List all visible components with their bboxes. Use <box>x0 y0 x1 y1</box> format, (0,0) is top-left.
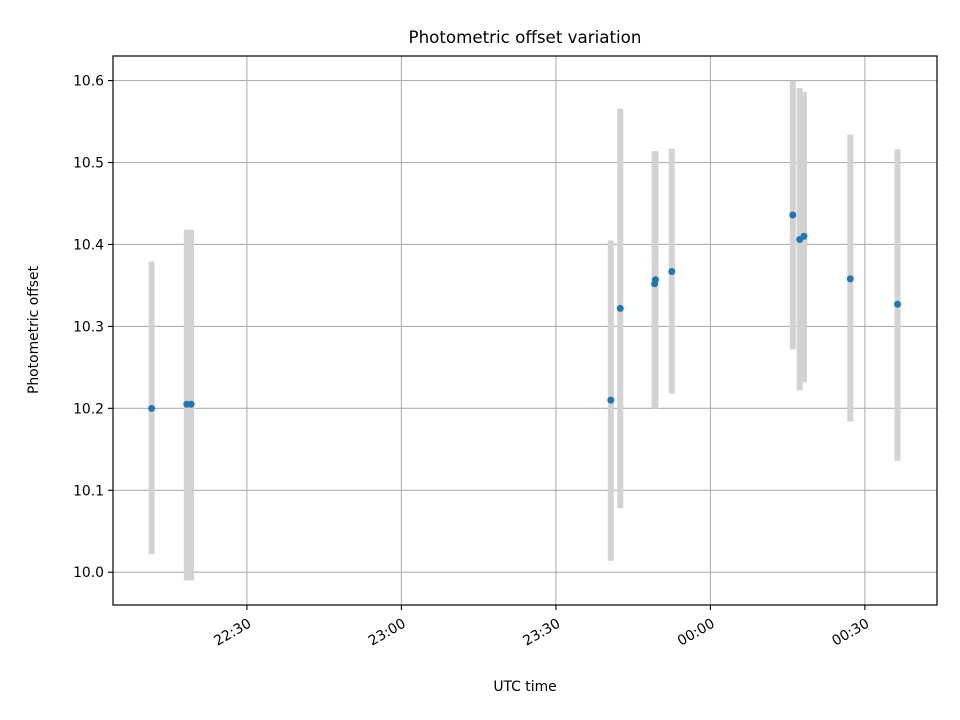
data-point <box>616 304 624 312</box>
x-tick-label: 00:30 <box>829 616 872 650</box>
y-tick-label: 10.2 <box>73 401 104 417</box>
x-tick-label: 23:30 <box>520 616 563 650</box>
x-axis-ticks: 22:30 23:00 23:30 00:00 00:30 <box>211 605 872 650</box>
x-tick-label: 22:30 <box>211 616 254 650</box>
data-points <box>148 211 902 412</box>
y-tick-label: 10.3 <box>73 319 104 335</box>
data-point <box>846 275 854 283</box>
grid-lines <box>113 56 937 605</box>
data-point <box>789 211 797 219</box>
y-tick-label: 10.4 <box>73 237 104 253</box>
data-point <box>148 404 156 412</box>
data-point <box>800 232 808 240</box>
y-tick-label: 10.5 <box>73 156 104 172</box>
error-bars <box>148 80 901 581</box>
data-point <box>894 300 902 308</box>
x-axis-label: UTC time <box>493 679 556 695</box>
y-tick-label: 10.6 <box>73 74 104 90</box>
y-tick-label: 10.1 <box>73 483 104 499</box>
y-tick-label: 10.0 <box>73 565 104 581</box>
data-point <box>651 276 659 284</box>
y-axis-label: Photometric offset <box>26 265 42 394</box>
plot-area-frame <box>112 55 938 606</box>
data-point <box>187 400 195 408</box>
chart-title: Photometric offset variation <box>409 27 642 47</box>
y-axis-ticks: 10.0 10.1 10.2 10.3 10.4 10.5 10.6 <box>73 74 113 581</box>
x-tick-label: 00:00 <box>675 616 718 650</box>
data-point <box>607 396 615 404</box>
data-point <box>668 268 676 276</box>
x-tick-label: 23:00 <box>366 616 409 650</box>
